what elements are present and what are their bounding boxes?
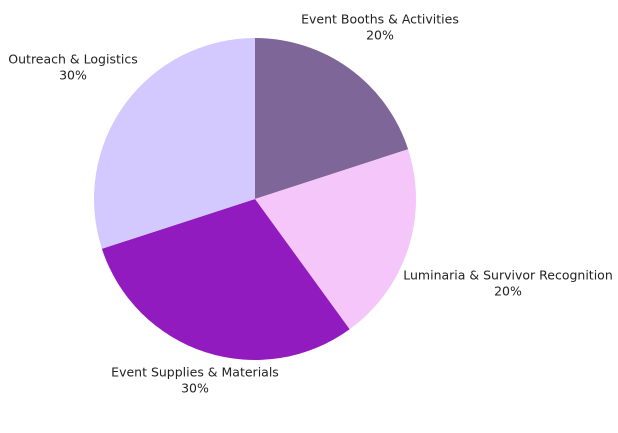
slice-value-label: 20% (366, 28, 394, 43)
slice-label: Outreach & Logistics (8, 52, 137, 67)
pie-slice (255, 38, 409, 199)
slice-label: Luminaria & Survivor Recognition (403, 268, 613, 283)
pie-slice (101, 199, 350, 360)
pie-slice (255, 149, 416, 330)
slice-label: Event Booths & Activities (301, 12, 459, 27)
slice-value-label: 30% (181, 381, 209, 396)
pie-slice (93, 38, 255, 249)
slice-value-label: 20% (494, 284, 522, 299)
slice-label: Event Supplies & Materials (111, 365, 279, 380)
slice-value-label: 30% (59, 68, 87, 83)
